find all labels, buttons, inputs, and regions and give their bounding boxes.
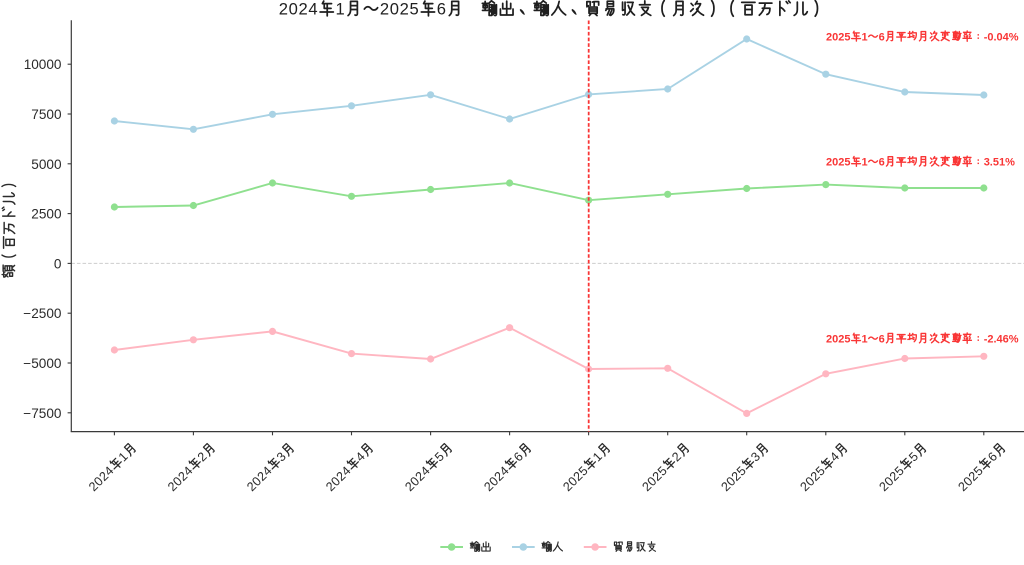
svg-text:2025: 2025 [826, 333, 850, 345]
svg-text:2500: 2500 [31, 207, 62, 222]
svg-text:7500: 7500 [31, 107, 62, 122]
svg-text:6: 6 [879, 157, 885, 169]
svg-text:2025: 2025 [826, 31, 850, 43]
svg-text:10000: 10000 [24, 57, 62, 72]
svg-text:1: 1 [862, 31, 868, 43]
svg-text:−2500: −2500 [23, 306, 62, 321]
svg-text:6: 6 [437, 0, 447, 19]
svg-text:3.51%: 3.51% [984, 157, 1015, 169]
svg-text:6: 6 [879, 31, 885, 43]
svg-text:0: 0 [54, 256, 62, 271]
svg-text:−5000: −5000 [23, 356, 62, 371]
svg-text:2025: 2025 [380, 0, 420, 19]
svg-text:2024: 2024 [279, 0, 319, 19]
svg-text:-2.46%: -2.46% [984, 333, 1019, 345]
svg-text:6: 6 [879, 333, 885, 345]
svg-text:1: 1 [862, 157, 868, 169]
svg-text:2025: 2025 [826, 157, 850, 169]
svg-text:−7500: −7500 [23, 406, 62, 421]
svg-text:1: 1 [336, 0, 346, 19]
svg-text:5000: 5000 [31, 157, 62, 172]
svg-text:1: 1 [862, 333, 868, 345]
svg-text:-0.04%: -0.04% [984, 31, 1019, 43]
